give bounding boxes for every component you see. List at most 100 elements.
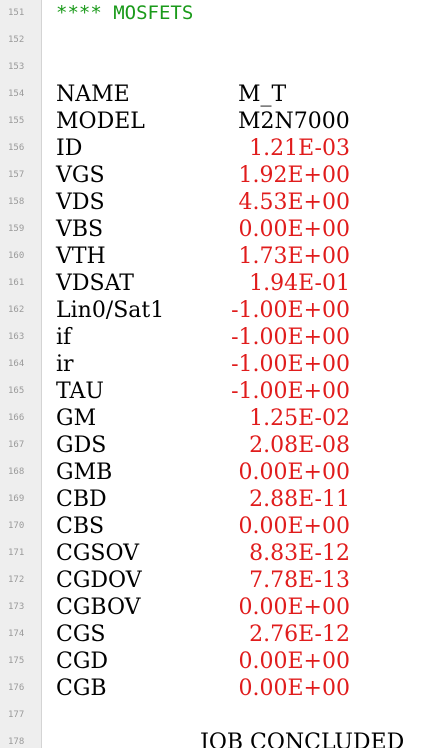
editor-line[interactable]: 160 VTH 1.73E+00: [0, 243, 446, 270]
parameter-value: 0.00E+00: [238, 595, 350, 620]
parameter-label: CGS: [56, 622, 106, 647]
parameter-value: 1.25E-02: [249, 406, 350, 431]
line-number: 174: [8, 629, 25, 639]
parameter-label: ID: [56, 136, 83, 161]
parameter-label: GDS: [56, 433, 107, 458]
parameter-label: VTH: [56, 244, 106, 269]
parameter-value: 2.88E-11: [249, 487, 350, 512]
line-number-gutter: [0, 0, 42, 748]
parameter-value: M2N7000: [238, 109, 350, 134]
parameter-value: 0.00E+00: [238, 649, 350, 674]
editor-line[interactable]: 152: [0, 27, 446, 54]
parameter-label: CGSOV: [56, 541, 140, 566]
parameter-label: CGDOV: [56, 568, 142, 593]
line-number: 156: [8, 143, 25, 153]
line-number: 165: [8, 386, 25, 396]
parameter-label: if: [56, 325, 72, 350]
editor-line[interactable]: 165 TAU -1.00E+00: [0, 378, 446, 405]
parameter-value: 1.94E-01: [249, 271, 350, 296]
parameter-value: 4.53E+00: [238, 190, 350, 215]
line-number: 151: [8, 8, 25, 18]
editor-line[interactable]: 153: [0, 54, 446, 81]
parameter-label: CGBOV: [56, 595, 141, 620]
line-number: 167: [8, 440, 25, 450]
parameter-value: 7.78E-13: [249, 568, 350, 593]
line-number: 159: [8, 224, 25, 234]
line-number: 177: [8, 710, 25, 720]
parameter-value: -1.00E+00: [231, 379, 350, 404]
editor-line[interactable]: 170 CBS 0.00E+00: [0, 513, 446, 540]
line-number: 157: [8, 170, 25, 180]
parameter-value: 8.83E-12: [249, 541, 350, 566]
editor-line[interactable]: 158 VDS 4.53E+00: [0, 189, 446, 216]
editor-line[interactable]: 157 VGS 1.92E+00: [0, 162, 446, 189]
editor-line[interactable]: 154 NAME M_T: [0, 81, 446, 108]
parameter-value: 0.00E+00: [238, 460, 350, 485]
editor-line[interactable]: 173 CGBOV 0.00E+00: [0, 594, 446, 621]
parameter-label: GM: [56, 406, 97, 431]
parameter-label: TAU: [56, 379, 104, 404]
line-number: 169: [8, 494, 25, 504]
line-number: 172: [8, 575, 25, 585]
parameter-label: ir: [56, 352, 74, 377]
line-number: 155: [8, 116, 25, 126]
editor-line[interactable]: 176 CGB 0.00E+00: [0, 675, 446, 702]
parameter-value: -1.00E+00: [231, 352, 350, 377]
parameter-label: VBS: [56, 217, 104, 242]
parameter-label: VDSAT: [56, 271, 134, 296]
line-number: 170: [8, 521, 25, 531]
line-number: 175: [8, 656, 25, 666]
line-number: 176: [8, 683, 25, 693]
editor-line[interactable]: 162 Lin0/Sat1 -1.00E+00: [0, 297, 446, 324]
editor-line[interactable]: 151 **** MOSFETS: [0, 0, 446, 27]
section-comment: **** MOSFETS: [56, 2, 194, 24]
editor-line[interactable]: 161 VDSAT 1.94E-01: [0, 270, 446, 297]
parameter-label: VDS: [56, 190, 105, 215]
editor-line[interactable]: 177: [0, 702, 446, 729]
line-number: 163: [8, 332, 25, 342]
line-number: 173: [8, 602, 25, 612]
editor-line[interactable]: 166 GM 1.25E-02: [0, 405, 446, 432]
line-number: 171: [8, 548, 25, 558]
parameter-label: NAME: [56, 82, 130, 107]
job-status-text: JOB CONCLUDED: [200, 730, 405, 748]
line-number: 152: [8, 35, 25, 45]
parameter-label: CGB: [56, 676, 107, 701]
parameter-label: MODEL: [56, 109, 145, 134]
line-number: 162: [8, 305, 25, 315]
parameter-value: 0.00E+00: [238, 217, 350, 242]
parameter-value: 2.76E-12: [249, 622, 350, 647]
parameter-value: 1.73E+00: [238, 244, 350, 269]
editor-line[interactable]: 167 GDS 2.08E-08: [0, 432, 446, 459]
line-number: 153: [8, 62, 25, 72]
parameter-value: 0.00E+00: [238, 514, 350, 539]
editor-line[interactable]: 171 CGSOV 8.83E-12: [0, 540, 446, 567]
line-number: 168: [8, 467, 25, 477]
editor-line[interactable]: 156 ID 1.21E-03: [0, 135, 446, 162]
parameter-value: M_T: [238, 82, 287, 107]
line-number: 166: [8, 413, 25, 423]
parameter-value: 0.00E+00: [238, 676, 350, 701]
line-number: 160: [8, 251, 25, 261]
editor-line[interactable]: 169 CBD 2.88E-11: [0, 486, 446, 513]
editor-line[interactable]: 175 CGD 0.00E+00: [0, 648, 446, 675]
line-number: 164: [8, 359, 25, 369]
parameter-value: -1.00E+00: [231, 325, 350, 350]
editor-line[interactable]: 159 VBS 0.00E+00: [0, 216, 446, 243]
line-number: 161: [8, 278, 25, 288]
parameter-value: -1.00E+00: [231, 298, 350, 323]
editor-line[interactable]: 155 MODEL M2N7000: [0, 108, 446, 135]
editor-line[interactable]: 164 ir -1.00E+00: [0, 351, 446, 378]
line-number: 178: [8, 737, 25, 747]
editor-line[interactable]: 168 GMB 0.00E+00: [0, 459, 446, 486]
parameter-label: CGD: [56, 649, 109, 674]
parameter-label: VGS: [56, 163, 105, 188]
parameter-label: Lin0/Sat1: [56, 298, 165, 323]
editor-line[interactable]: 163 if -1.00E+00: [0, 324, 446, 351]
editor-line[interactable]: 178 JOB CONCLUDED: [0, 729, 446, 748]
editor-line[interactable]: 174 CGS 2.76E-12: [0, 621, 446, 648]
editor-line[interactable]: 172 CGDOV 7.78E-13: [0, 567, 446, 594]
parameter-value: 2.08E-08: [249, 433, 350, 458]
